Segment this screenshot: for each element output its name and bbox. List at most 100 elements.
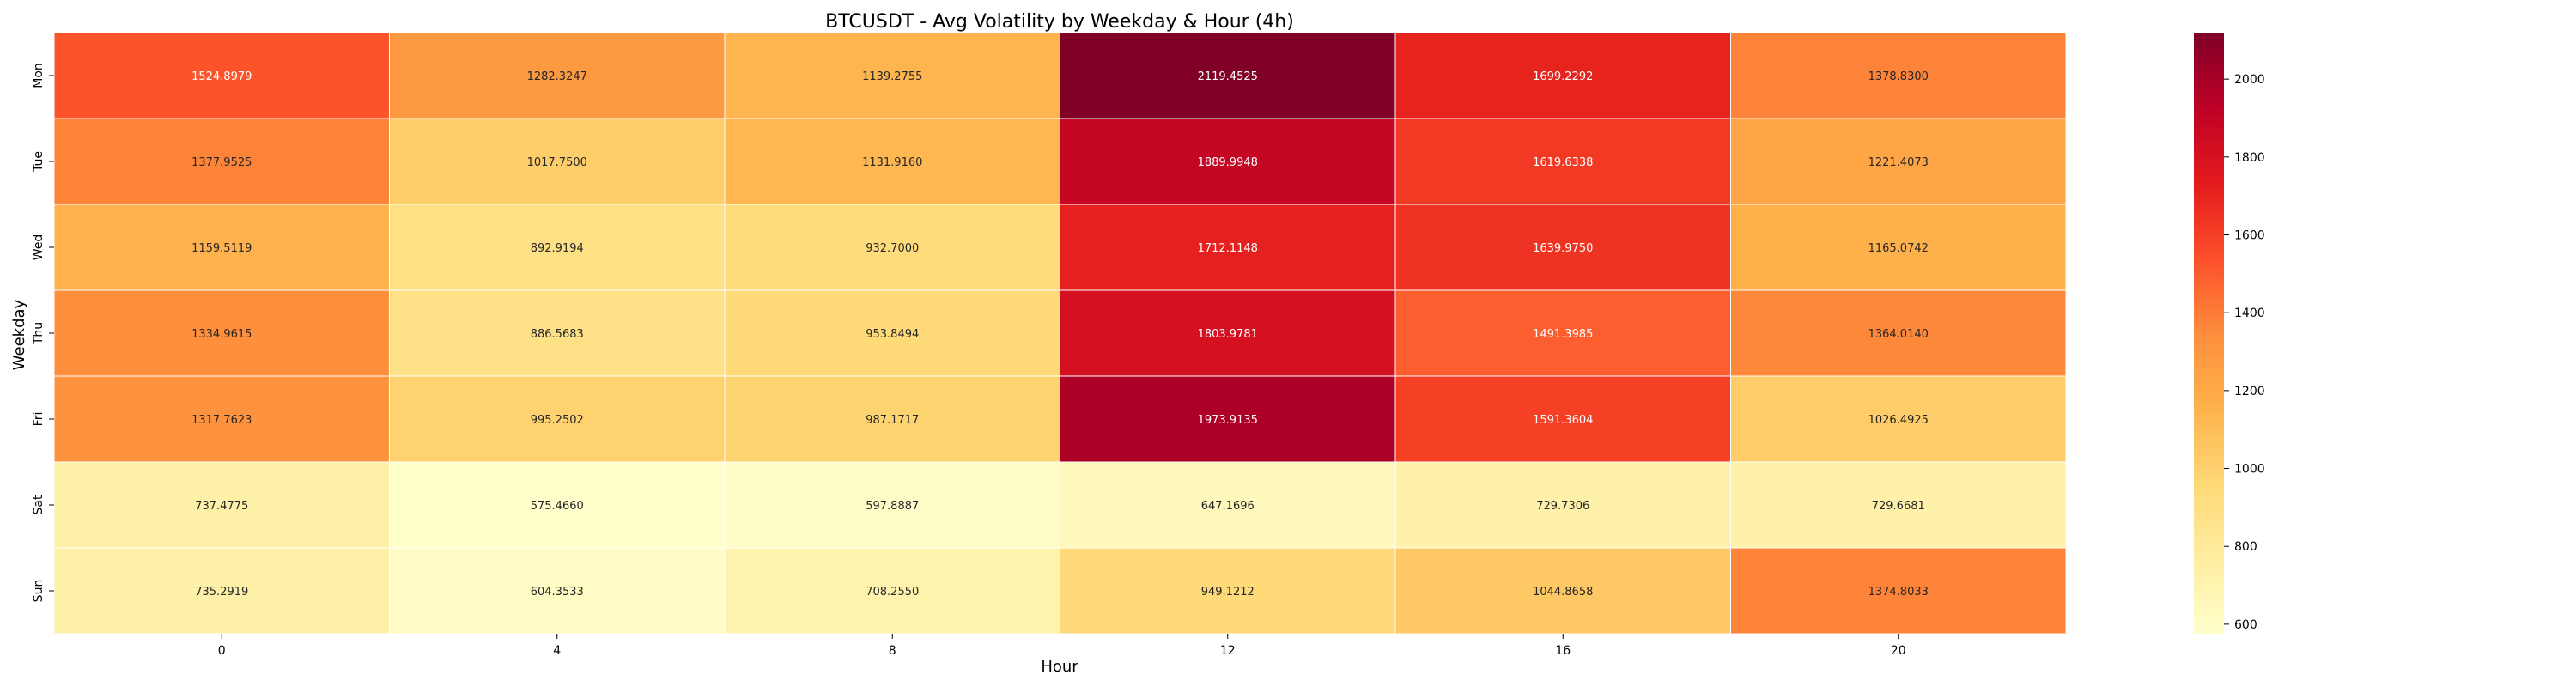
cell-value-label: 1017.7500 <box>527 156 587 169</box>
x-axis-label: Hour <box>1041 658 1078 676</box>
y-tick-label: Sat <box>32 495 46 514</box>
colorbar-tick-label: 1000 <box>2234 463 2265 477</box>
cell-value-label: 1803.9781 <box>1198 328 1258 341</box>
heatmap-cell-mon-4 <box>389 32 726 119</box>
chart-title: BTCUSDT - Avg Volatility by Weekday & Ho… <box>825 11 1294 33</box>
cell-value-label: 1374.8033 <box>1868 586 1929 599</box>
heatmap-cell-sat-16 <box>1394 461 1731 549</box>
colorbar-tick-label: 1600 <box>2234 229 2265 243</box>
cell-value-label: 1889.9948 <box>1198 156 1258 169</box>
heatmap-cells <box>53 32 2067 635</box>
cell-value-label: 1044.8658 <box>1533 586 1593 599</box>
y-tick-label: Fri <box>32 412 46 427</box>
heatmap-cell-wed-4 <box>389 204 726 291</box>
heatmap-cell-fri-0 <box>53 375 390 463</box>
heatmap-cell-thu-0 <box>53 289 390 377</box>
cell-value-label: 597.8887 <box>866 500 919 513</box>
cell-value-label: 1131.9160 <box>862 156 922 169</box>
heatmap-cell-thu-8 <box>724 289 1060 377</box>
x-axis: 0 4 8 12 16 20 <box>218 634 1906 658</box>
cell-value-label: 1364.0140 <box>1868 328 1929 341</box>
heatmap-cell-thu-4 <box>389 289 726 377</box>
x-tick-label: 0 <box>218 644 226 658</box>
heatmap-cell-tue-12 <box>1060 118 1396 205</box>
colorbar-tick-label: 800 <box>2234 540 2257 554</box>
cell-value-label: 1377.9525 <box>191 156 252 169</box>
heatmap-cell-wed-16 <box>1394 204 1731 291</box>
y-tick-label: Thu <box>32 322 46 345</box>
cell-value-label: 1491.3985 <box>1533 328 1593 341</box>
cell-value-label: 708.2550 <box>866 586 919 599</box>
heatmap-cell-fri-16 <box>1394 375 1731 463</box>
heatmap-cell-wed-12 <box>1060 204 1396 291</box>
cell-value-label: 729.7306 <box>1536 500 1589 513</box>
cell-value-label: 1221.4073 <box>1868 156 1929 169</box>
cell-value-label: 1317.7623 <box>191 414 252 427</box>
heatmap-cell-sat-12 <box>1060 461 1396 549</box>
heatmap-cell-mon-16 <box>1394 32 1731 119</box>
cell-value-label: 1026.4925 <box>1868 414 1929 427</box>
cell-value-label: 886.5683 <box>531 328 584 341</box>
heatmap-cell-tue-0 <box>53 118 390 205</box>
cell-value-label: 575.4660 <box>531 500 584 513</box>
colorbar-tick-label: 600 <box>2234 618 2257 632</box>
cell-value-label: 1139.2755 <box>862 70 922 83</box>
heatmap-cell-fri-20 <box>1730 375 2067 463</box>
heatmap-cell-sun-20 <box>1730 547 2067 635</box>
y-axis-label: Weekday <box>10 299 28 370</box>
cell-value-labels: 1524.8979 1282.3247 1139.2755 2119.4525 1699… <box>191 70 1929 599</box>
heatmap-cell-sat-20 <box>1730 461 2067 549</box>
x-tick-label: 4 <box>553 644 561 658</box>
cell-value-label: 737.4775 <box>195 500 248 513</box>
cell-value-label: 729.6681 <box>1872 500 1925 513</box>
heatmap-cell-tue-20 <box>1730 118 2067 205</box>
heatmap-cell-fri-12 <box>1060 375 1396 463</box>
heatmap-cell-tue-4 <box>389 118 726 205</box>
cell-value-label: 987.1717 <box>866 414 919 427</box>
cell-value-label: 995.2502 <box>531 414 584 427</box>
cell-value-label: 1524.8979 <box>191 70 252 83</box>
colorbar-tick-label: 1400 <box>2234 307 2265 320</box>
cell-value-label: 647.1696 <box>1201 500 1255 513</box>
cell-value-label: 1165.0742 <box>1868 242 1929 255</box>
cell-value-label: 604.3533 <box>531 586 584 599</box>
cell-value-label: 1334.9615 <box>191 328 252 341</box>
cell-value-label: 953.8494 <box>866 328 919 341</box>
heatmap-cell-mon-8 <box>724 32 1060 119</box>
y-tick-label: Sun <box>32 580 46 603</box>
cell-value-label: 1639.9750 <box>1533 242 1593 255</box>
cell-value-label: 1699.2292 <box>1533 70 1593 83</box>
colorbar-tick-label: 1200 <box>2234 385 2265 398</box>
heatmap-cell-fri-4 <box>389 375 726 463</box>
cell-value-label: 2119.4525 <box>1198 70 1258 83</box>
heatmap-cell-fri-8 <box>724 375 1060 463</box>
cell-value-label: 1591.3604 <box>1533 414 1593 427</box>
heatmap-cell-mon-0 <box>53 32 390 119</box>
cell-value-label: 892.9194 <box>531 242 584 255</box>
cell-value-label: 1619.6338 <box>1533 156 1593 169</box>
cell-value-label: 1973.9135 <box>1198 414 1258 427</box>
x-tick-label: 12 <box>1220 644 1236 658</box>
heatmap-cell-thu-20 <box>1730 289 2067 377</box>
cell-value-label: 949.1212 <box>1201 586 1255 599</box>
y-tick-label: Wed <box>32 234 46 261</box>
cell-value-label: 1282.3247 <box>527 70 587 83</box>
y-axis: Mon Tue Wed Thu Fri Sat Sun <box>32 63 54 602</box>
y-tick-label: Tue <box>32 151 46 173</box>
heatmap-cell-sun-4 <box>389 547 726 635</box>
heatmap-cell-wed-0 <box>53 204 390 291</box>
x-tick-label: 20 <box>1891 644 1906 658</box>
colorbar-tick-label: 1800 <box>2234 151 2265 165</box>
colorbar: 600 800 1000 1200 1400 1600 1800 2000 <box>2194 33 2265 634</box>
heatmap-cell-thu-12 <box>1060 289 1396 377</box>
heatmap-cell-sun-12 <box>1060 547 1396 635</box>
y-tick-label: Mon <box>32 63 46 88</box>
heatmap-cell-sun-8 <box>724 547 1060 635</box>
colorbar-tick-label: 2000 <box>2234 73 2265 87</box>
colorbar-gradient <box>2194 33 2224 634</box>
cell-value-label: 735.2919 <box>195 586 248 599</box>
heatmap-cell-mon-12 <box>1060 32 1396 119</box>
heatmap-cell-mon-20 <box>1730 32 2067 119</box>
x-tick-label: 8 <box>889 644 896 658</box>
cell-value-label: 932.7000 <box>866 242 919 255</box>
